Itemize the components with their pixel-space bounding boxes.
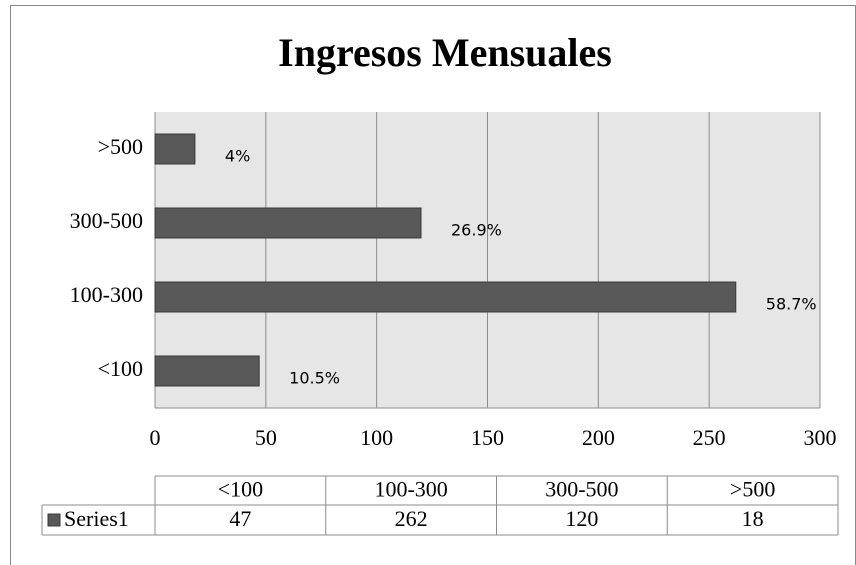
table-value: 262 [395,506,428,531]
x-tick-label: 250 [693,425,726,450]
data-label: 4% [225,147,250,166]
x-tick-label: 0 [150,425,161,450]
data-label: 58.7% [766,295,817,314]
table-value: 47 [229,506,251,531]
data-label: 10.5% [289,369,340,388]
x-tick-label: 300 [804,425,837,450]
bar [154,207,422,239]
legend-key [47,513,61,527]
legend-label: Series1 [64,506,129,531]
bar [154,281,737,313]
bar [154,355,260,387]
table-value: 18 [742,506,764,531]
bar [154,133,196,165]
data-label: 26.9% [451,221,502,240]
table-header: 100-300 [374,477,447,502]
y-tick-label: 100-300 [70,282,143,307]
table-value: 120 [565,506,598,531]
table-header: <100 [218,477,263,502]
chart-title: Ingresos Mensuales [278,30,612,75]
x-tick-label: 100 [360,425,393,450]
table-header: 300-500 [545,477,618,502]
y-tick-label: 300-500 [70,208,143,233]
x-tick-label: 200 [582,425,615,450]
x-tick-label: 50 [255,425,277,450]
y-tick-label: <100 [98,356,143,381]
y-tick-label: >500 [98,134,143,159]
table-header: >500 [730,477,775,502]
x-tick-label: 150 [471,425,504,450]
